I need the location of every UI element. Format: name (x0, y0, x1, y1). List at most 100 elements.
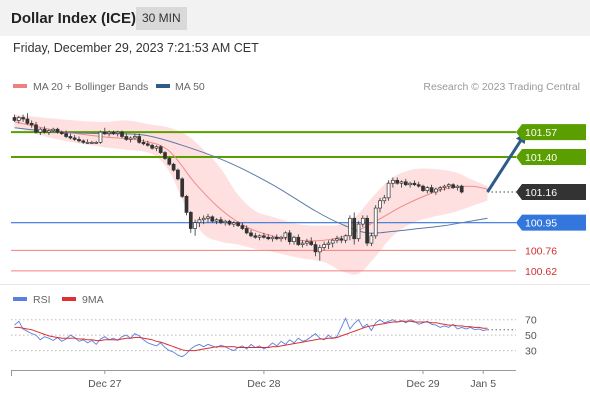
candle-25 (120, 130, 124, 138)
candle-body-90 (399, 181, 404, 184)
candle-body-76 (339, 238, 344, 241)
candle-45 (206, 213, 210, 223)
candle-body-67 (300, 242, 305, 245)
candle-body-77 (343, 235, 348, 241)
candle-body-102 (451, 184, 455, 188)
candle-body-21 (102, 131, 107, 134)
candle-body-18 (90, 141, 94, 144)
candle-76 (339, 235, 344, 244)
candle-41 (188, 210, 193, 233)
candle-body-12 (64, 133, 68, 137)
timeframe-button[interactable]: 30 MIN (136, 7, 187, 30)
candle-99 (438, 186, 443, 192)
candle-59 (266, 234, 271, 241)
candle-60 (270, 235, 275, 242)
ma20-legend-swatch (13, 84, 27, 88)
candle-body-15 (77, 139, 81, 142)
candle-body-37 (171, 163, 176, 171)
candle-35 (163, 151, 167, 160)
candle-body-62 (279, 236, 283, 240)
rsi-ma-legend-swatch (62, 297, 76, 301)
candle-27 (128, 136, 133, 143)
candle-63 (283, 231, 288, 241)
candle-89 (395, 177, 400, 185)
candle-body-14 (72, 137, 77, 140)
candle-33 (154, 145, 159, 152)
level-tag-2 (516, 184, 586, 200)
candle-50 (227, 219, 232, 226)
candle-57 (257, 234, 262, 241)
candle-body-20 (98, 131, 103, 143)
candle-16 (81, 139, 86, 144)
candle-body-19 (94, 141, 99, 144)
candle-body-29 (137, 136, 142, 143)
candle-body-42 (193, 222, 197, 229)
candle-body-53 (240, 225, 245, 229)
candle-body-80 (356, 223, 361, 240)
candle-65 (292, 235, 296, 245)
candle-48 (219, 216, 223, 225)
candle-body-41 (188, 212, 193, 229)
candle-body-82 (365, 217, 369, 244)
candle-body-40 (184, 196, 189, 213)
candle-body-92 (408, 182, 412, 186)
candle-75 (335, 235, 339, 244)
rsi-legend-swatch (13, 297, 27, 301)
candle-53 (240, 222, 245, 230)
candle-body-46 (210, 216, 215, 222)
candle-body-65 (292, 236, 296, 243)
candle-body-28 (133, 136, 137, 139)
candle-body-50 (227, 220, 232, 225)
candle-47 (214, 218, 219, 225)
candle-body-8 (47, 130, 51, 133)
candle-body-60 (270, 236, 275, 240)
candle-1 (16, 116, 21, 124)
candle-18 (90, 140, 94, 144)
candle-98 (434, 187, 438, 195)
candle-85 (378, 197, 382, 213)
rsi-tick-label-2: 30 (525, 346, 537, 358)
candle-body-74 (330, 239, 335, 244)
candle-101 (446, 183, 451, 190)
candle-body-68 (305, 241, 309, 244)
rsi-legend-label: RSI (33, 294, 51, 306)
candle-55 (249, 229, 253, 238)
candle-13 (68, 133, 73, 140)
candle-body-79 (352, 217, 357, 240)
x-tick-label-2: Dec 29 (406, 378, 439, 390)
candle-15 (77, 136, 81, 143)
candle-body-86 (382, 197, 387, 202)
candle-7 (42, 126, 47, 134)
candle-body-39 (180, 178, 185, 197)
candle-body-81 (360, 217, 365, 225)
candle-84 (373, 205, 378, 239)
level-tag-3 (516, 214, 586, 231)
candle-body-89 (395, 179, 400, 184)
candle-87 (386, 180, 391, 201)
candle-body-61 (274, 236, 279, 240)
candle-28 (133, 133, 137, 140)
candle-body-1 (16, 117, 21, 121)
candle-body-84 (373, 207, 378, 237)
candle-36 (167, 156, 172, 166)
candle-body-70 (313, 244, 318, 253)
candle-body-30 (141, 141, 146, 145)
candle-body-36 (167, 158, 172, 165)
x-tick-label-1: Dec 28 (247, 378, 280, 390)
candle-81 (360, 215, 365, 228)
rsi-panel: 70 50 30 (11, 315, 537, 358)
candle-body-25 (120, 131, 124, 137)
candle-30 (141, 139, 146, 146)
level-label-3: 100.95 (525, 218, 557, 230)
candle-29 (137, 133, 142, 144)
candle-8 (47, 129, 51, 136)
level-label-2: 101.16 (525, 187, 557, 199)
candle-body-103 (455, 185, 460, 188)
candle-77 (343, 234, 348, 244)
candle-100 (442, 184, 447, 191)
candle-body-17 (85, 141, 90, 144)
candle-74 (330, 238, 335, 248)
candle-83 (369, 232, 374, 247)
candles (12, 113, 464, 261)
candle-body-34 (158, 146, 163, 153)
